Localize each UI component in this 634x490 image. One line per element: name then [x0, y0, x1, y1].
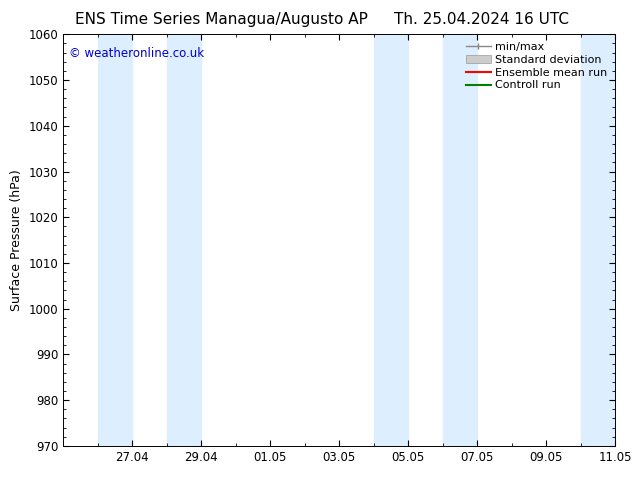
Bar: [167, 34, 202, 446]
Bar: [373, 34, 408, 446]
Text: ENS Time Series Managua/Augusto AP: ENS Time Series Managua/Augusto AP: [75, 12, 368, 27]
Legend: min/max, Standard deviation, Ensemble mean run, Controll run: min/max, Standard deviation, Ensemble me…: [464, 40, 609, 93]
Text: © weatheronline.co.uk: © weatheronline.co.uk: [69, 47, 204, 60]
Bar: [443, 34, 477, 446]
Y-axis label: Surface Pressure (hPa): Surface Pressure (hPa): [10, 169, 23, 311]
Text: Th. 25.04.2024 16 UTC: Th. 25.04.2024 16 UTC: [394, 12, 569, 27]
Bar: [98, 34, 133, 446]
Bar: [581, 34, 615, 446]
